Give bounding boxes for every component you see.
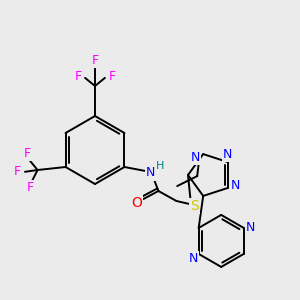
Text: F: F: [24, 147, 31, 160]
Text: N: N: [223, 148, 232, 160]
Text: O: O: [131, 196, 142, 210]
Text: H: H: [156, 161, 165, 171]
Text: N: N: [189, 252, 198, 266]
Text: N: N: [231, 179, 241, 192]
Text: F: F: [14, 165, 20, 178]
Text: F: F: [27, 181, 34, 194]
Text: N: N: [190, 151, 200, 164]
Text: N: N: [246, 221, 255, 234]
Text: N: N: [146, 167, 155, 179]
Text: F: F: [74, 70, 82, 83]
Text: F: F: [92, 53, 99, 67]
Text: F: F: [108, 70, 116, 83]
Text: S: S: [190, 199, 199, 213]
